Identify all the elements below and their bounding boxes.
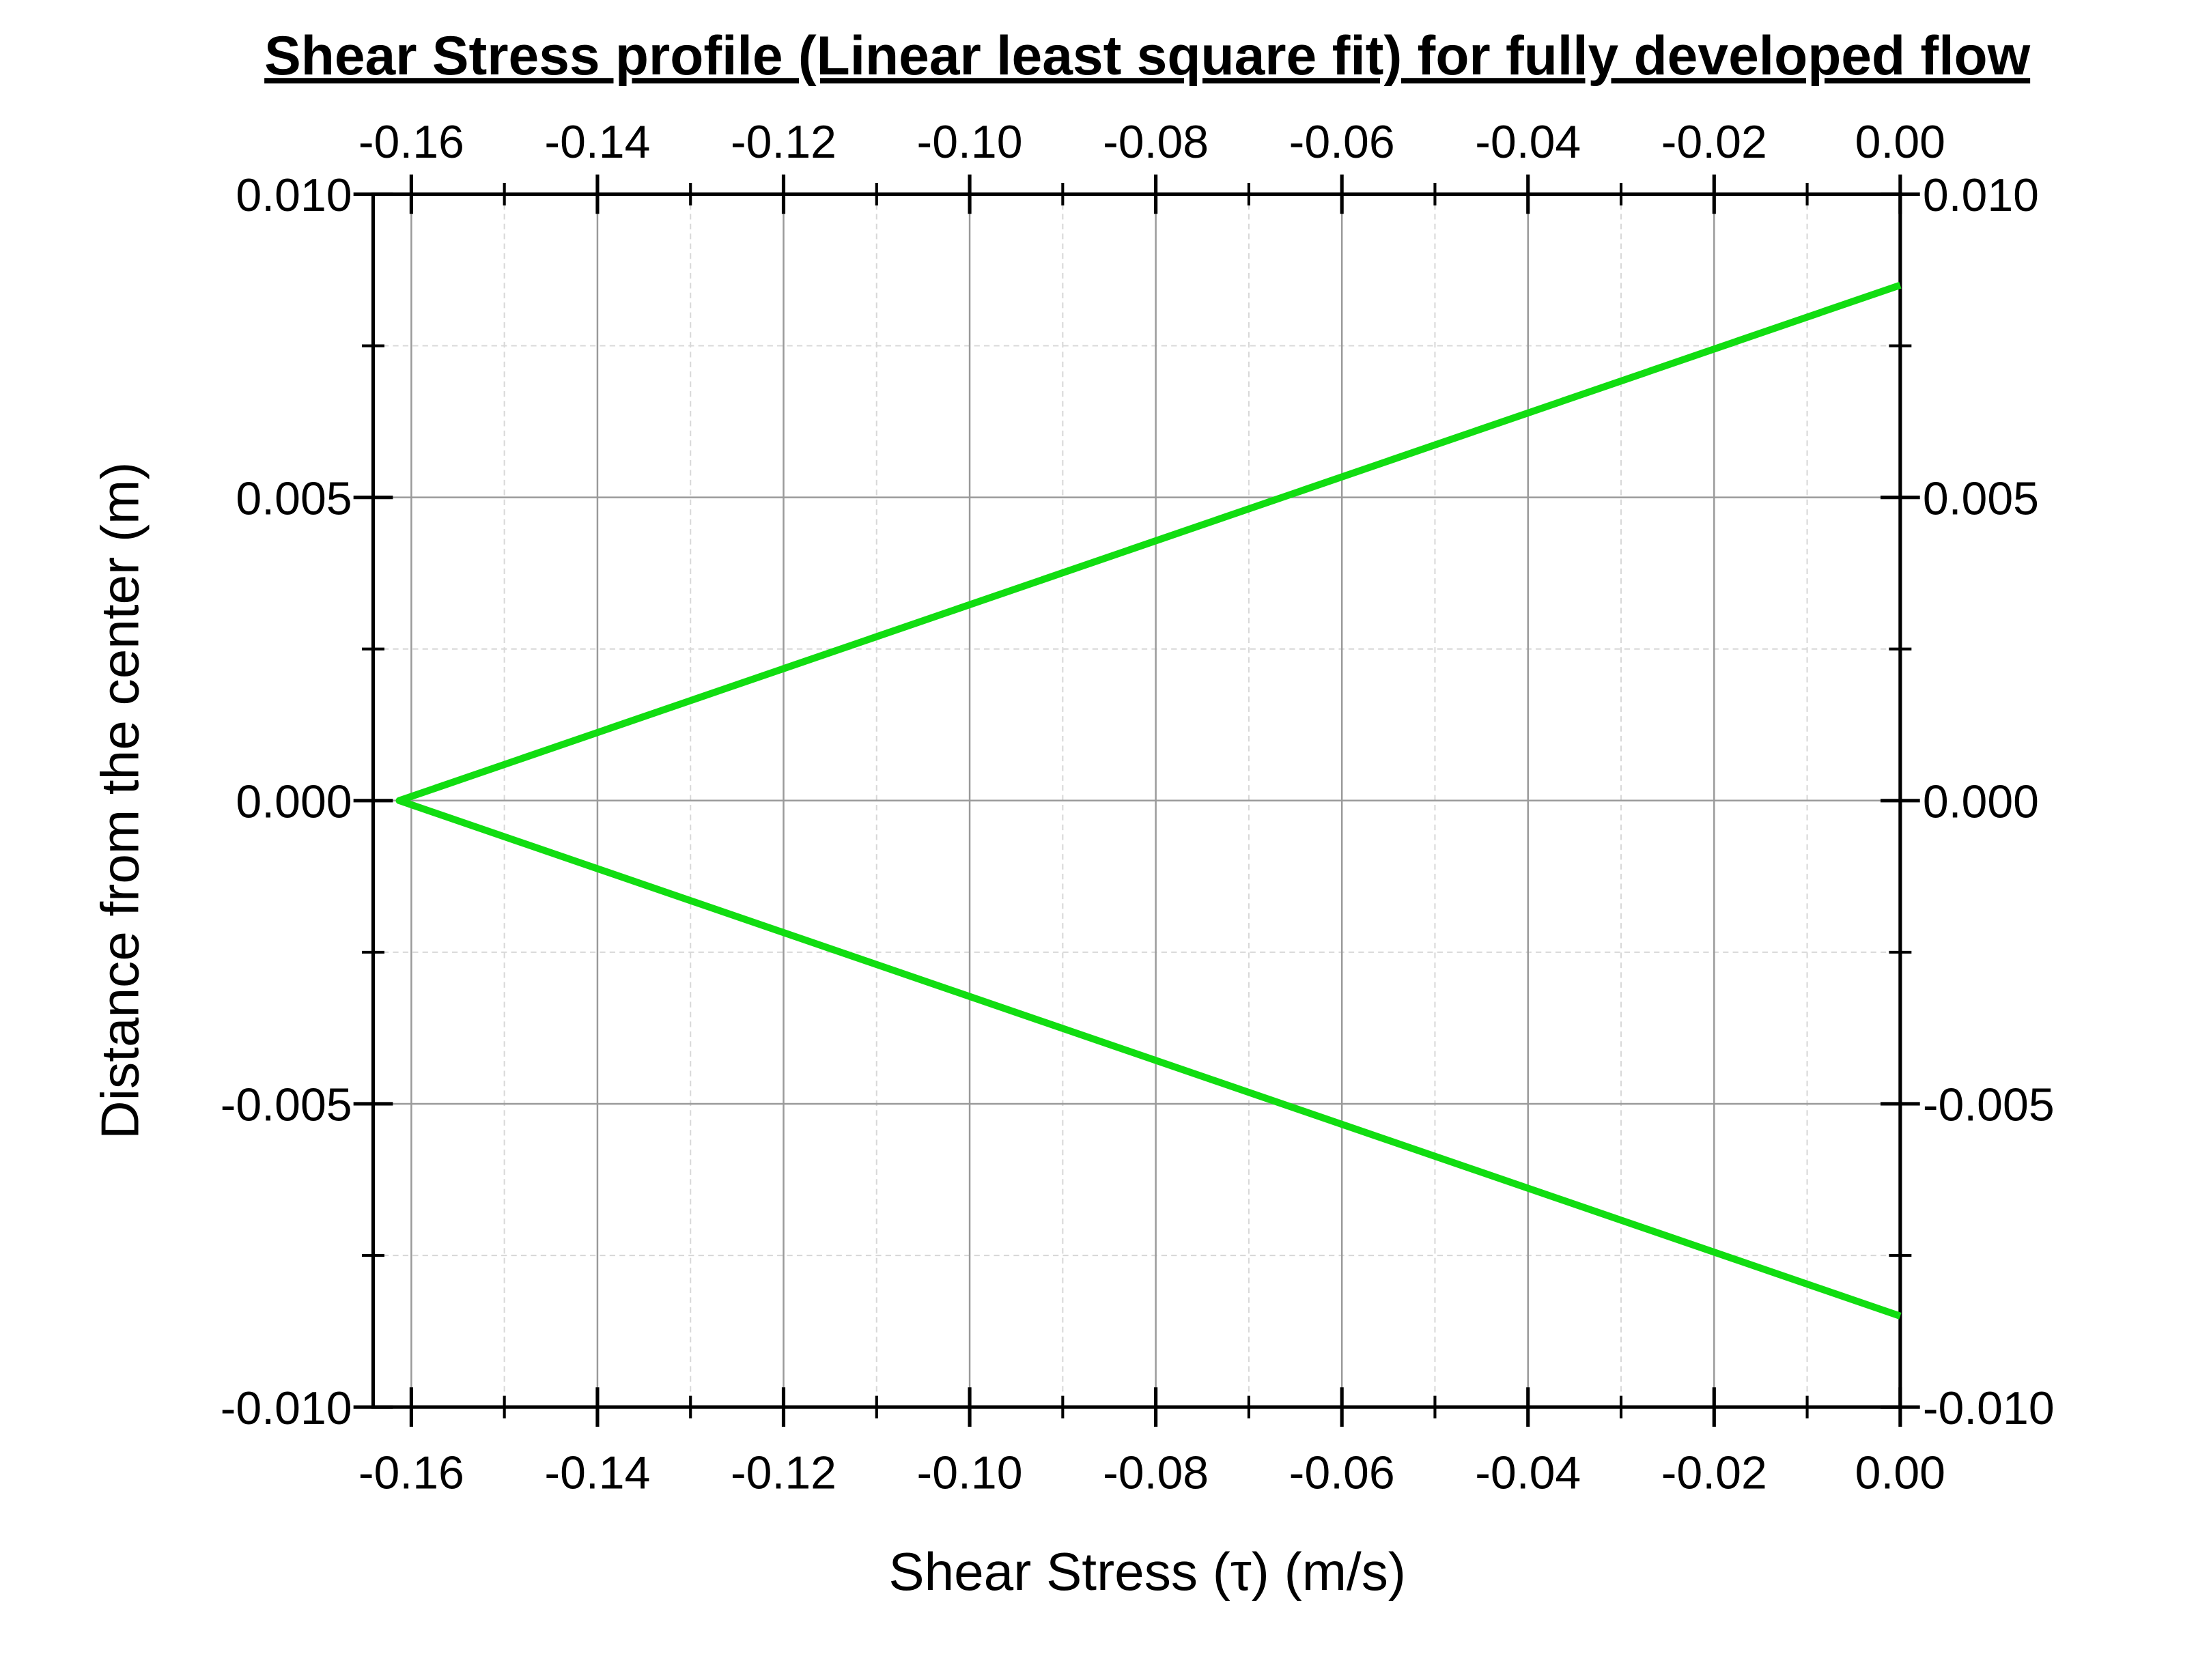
y-tick-label: 0.010 [236, 169, 352, 221]
y2-tick-label: 0.000 [1923, 776, 2039, 828]
x2-tick-label: -0.12 [731, 116, 836, 168]
x-tick-label: -0.08 [1103, 1447, 1209, 1499]
y-tick-label: -0.005 [221, 1079, 352, 1131]
data-line [395, 281, 1902, 1320]
y-tick-label: 0.000 [236, 776, 352, 828]
x-tick-label: -0.02 [1661, 1447, 1767, 1499]
x2-tick-label: 0.00 [1855, 116, 1945, 168]
y2-tick-label: -0.005 [1923, 1079, 2055, 1131]
x2-tick-label: -0.02 [1661, 116, 1767, 168]
x-axis-label: Shear Stress (τ) (m/s) [888, 1541, 1406, 1601]
x2-tick-label: -0.10 [917, 116, 1023, 168]
y2-tick-label: 0.010 [1923, 169, 2039, 221]
x-tick-label: -0.04 [1475, 1447, 1581, 1499]
x-tick-label: 0.00 [1855, 1447, 1945, 1499]
x-tick-label: -0.10 [917, 1447, 1023, 1499]
x-tick-label: -0.06 [1289, 1447, 1395, 1499]
x-tick-label: -0.12 [731, 1447, 836, 1499]
x-tick-label: -0.16 [358, 1447, 464, 1499]
y2-tick-label: -0.010 [1923, 1382, 2055, 1434]
x2-tick-label: -0.06 [1289, 116, 1395, 168]
y-tick-label: 0.005 [236, 472, 352, 524]
y-tick-label: -0.010 [221, 1382, 352, 1434]
x2-tick-label: -0.16 [358, 116, 464, 168]
x2-tick-label: -0.08 [1103, 116, 1209, 168]
x2-tick-label: -0.14 [544, 116, 650, 168]
x2-tick-label: -0.04 [1475, 116, 1581, 168]
y-axis-label: Distance from the center (m) [89, 462, 150, 1139]
y2-tick-label: 0.005 [1923, 472, 2039, 524]
x-tick-label: -0.14 [544, 1447, 650, 1499]
plot-frame [371, 192, 1902, 1409]
chart-title: Shear Stress profile (Linear least squar… [264, 25, 2030, 87]
